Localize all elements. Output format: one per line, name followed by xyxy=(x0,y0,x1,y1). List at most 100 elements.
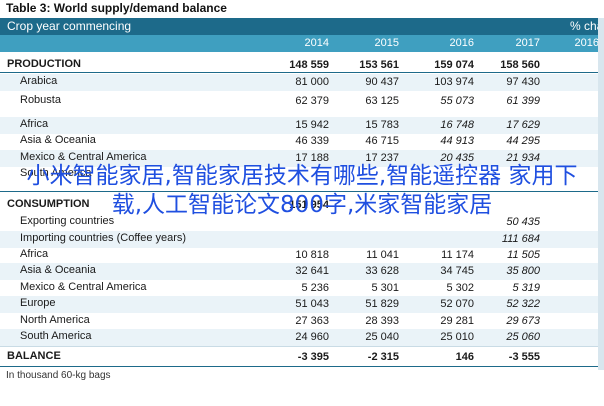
table-cell: 5 236 xyxy=(301,282,329,294)
row-divider xyxy=(0,191,604,192)
year-header: 2016 xyxy=(574,37,599,49)
row-divider xyxy=(0,346,604,347)
row-label: Africa xyxy=(20,118,49,130)
table-row: Asia & Oceania 32 641 33 628 34 745 35 800 xyxy=(0,263,604,280)
table-cell: 25 060 xyxy=(506,331,540,343)
row-label: Mexico & Central America xyxy=(20,281,147,293)
table-cell: 25 040 xyxy=(365,331,399,343)
table-cell: 29 673 xyxy=(506,315,540,327)
table-cell: 46 715 xyxy=(365,135,399,147)
table-cell: -2 315 xyxy=(367,351,399,363)
row-label: Europe xyxy=(20,297,56,309)
table-cell: 44 913 xyxy=(440,135,474,147)
year-header: 2017 xyxy=(515,37,540,49)
row-label: North America xyxy=(20,314,90,326)
table-cell: 28 393 xyxy=(365,315,399,327)
row-divider xyxy=(0,72,604,73)
table-row: Africa 10 818 11 041 11 174 11 505 xyxy=(0,247,604,264)
table-cell: 24 960 xyxy=(295,331,329,343)
table-row: North America 27 363 28 393 29 281 29 673 xyxy=(0,313,604,330)
table-cell: 151 954 xyxy=(289,199,329,211)
table-cell: 34 745 xyxy=(440,265,474,277)
table-cell: -3 555 xyxy=(508,351,540,363)
row-label: BALANCE xyxy=(7,350,61,362)
footnote: In thousand 60-kg bags xyxy=(6,370,111,381)
table-cell: 97 430 xyxy=(506,76,540,88)
row-label: PRODUCTION xyxy=(7,58,81,70)
table-cell: -3 395 xyxy=(297,351,329,363)
table-cell: 11 174 xyxy=(441,249,474,261)
table-cell: 90 437 xyxy=(365,76,399,88)
table-cell: 51 829 xyxy=(365,298,399,310)
table-cell: 10 818 xyxy=(295,249,329,261)
table-row: South America 24 960 25 040 25 010 25 060 xyxy=(0,329,604,346)
table-row: Africa 15 942 15 783 16 748 17 629 xyxy=(0,117,604,134)
table-cell: 5 302 xyxy=(446,282,474,294)
table-row: CONSUMPTION 151 954 xyxy=(0,197,604,214)
table-row: Mexico & Central America 17 188 17 237 20 4… xyxy=(0,150,604,167)
row-label: Asia & Oceania xyxy=(20,134,96,146)
table-cell: 46 339 xyxy=(295,135,329,147)
table-row: Europe 51 043 51 829 52 070 52 322 xyxy=(0,296,604,313)
table-cell: 17 237 xyxy=(365,152,399,164)
table-cell: 17 629 xyxy=(506,119,540,131)
table-row: Robusta 62 379 63 125 55 073 61 399 xyxy=(0,93,604,110)
table-cell: 15 783 xyxy=(365,119,399,131)
row-label: CONSUMPTION xyxy=(7,198,90,210)
table-cell: 52 070 xyxy=(440,298,474,310)
table-cell: 61 399 xyxy=(506,95,540,107)
table-cell: 20 435 xyxy=(440,152,474,164)
table-row: BALANCE -3 395 -2 315 146 -3 555 xyxy=(0,349,604,366)
row-label: Arabica xyxy=(20,75,58,87)
table-row: Asia & Oceania 46 339 46 715 44 913 44 295 xyxy=(0,133,604,150)
row-label: Robusta xyxy=(20,94,61,106)
table-cell: 32 641 xyxy=(295,265,329,277)
row-label: Mexico & Central America xyxy=(20,151,147,163)
table-cell: 81 000 xyxy=(295,76,329,88)
table-row: Exporting countries 50 435 xyxy=(0,214,604,231)
table-cell: 159 074 xyxy=(434,59,474,71)
table-row: PRODUCTION 148 559 153 561 159 074 158 560 xyxy=(0,57,604,74)
table-cell: 11 505 xyxy=(507,249,540,261)
table-cell: 25 010 xyxy=(440,331,474,343)
table-cell: 146 xyxy=(455,351,474,363)
table-cell: 11 041 xyxy=(366,249,399,261)
table-row: Mexico & Central America 5 236 5 301 5 302 5… xyxy=(0,280,604,297)
header-left-label: Crop year commencing xyxy=(7,19,132,33)
table-cell: 153 561 xyxy=(359,59,399,71)
header-row-years: 2014 2015 2016 2017 2016 xyxy=(0,35,604,52)
header-row-top: Crop year commencing % cha xyxy=(0,18,604,35)
table-title: Table 3: World supply/demand balance xyxy=(6,1,227,15)
row-divider xyxy=(0,366,604,367)
table-cell: 44 295 xyxy=(506,135,540,147)
table-cell: 158 560 xyxy=(500,59,540,71)
header-right-label: % cha xyxy=(570,19,604,33)
title-bar: Table 3: World supply/demand balance xyxy=(0,0,604,18)
table-cell: 17 188 xyxy=(295,152,329,164)
year-header: 2014 xyxy=(304,37,329,49)
table-cell: 33 628 xyxy=(365,265,399,277)
table-cell: 55 073 xyxy=(440,95,474,107)
row-label: Importing countries (Coffee years) xyxy=(20,232,187,244)
table-cell: 5 301 xyxy=(371,282,399,294)
table-cell: 62 379 xyxy=(295,95,329,107)
table-cell: 111 684 xyxy=(501,233,540,245)
table-cell: 29 281 xyxy=(440,315,474,327)
table-cell: 148 559 xyxy=(289,59,329,71)
table-cell: 21 934 xyxy=(506,152,540,164)
table-row: Arabica 81 000 90 437 103 974 97 430 xyxy=(0,74,604,91)
year-header: 2016 xyxy=(449,37,474,49)
table-cell: 63 125 xyxy=(365,95,399,107)
table-cell: 15 942 xyxy=(295,119,329,131)
table-cell: 5 319 xyxy=(512,282,540,294)
table-cell: 35 800 xyxy=(506,265,540,277)
row-label: South America xyxy=(20,330,92,342)
table-cell: 52 322 xyxy=(506,298,540,310)
row-label: Africa xyxy=(20,248,49,260)
watermark-overlay-text: 小米智能家居,智能家居技术有哪些,智能遥控器 家用下载,人工智能论文800字,米… xyxy=(26,163,578,218)
table-cell: 103 974 xyxy=(434,76,474,88)
table-row: South America xyxy=(0,166,604,183)
row-label: Asia & Oceania xyxy=(20,264,96,276)
table-cell: 50 435 xyxy=(506,216,540,228)
row-label: South America xyxy=(20,167,92,179)
